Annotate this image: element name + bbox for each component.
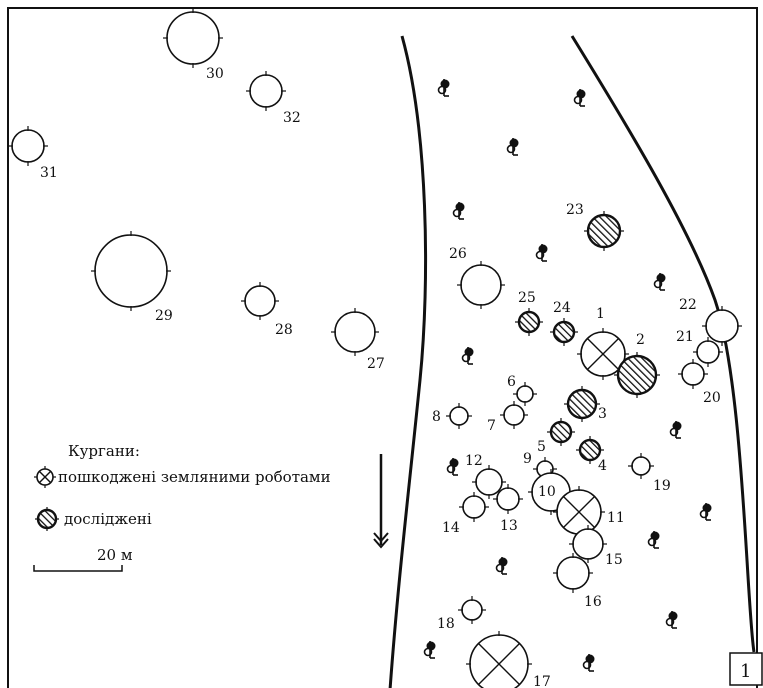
mound-13 [493,484,523,514]
mound-label-31: 31 [40,165,58,181]
legend-excavated-symbol [35,507,59,531]
legend-title: Кургани: [68,442,140,460]
mound-label-19: 19 [653,478,671,494]
tree-icon [573,89,586,107]
mound-label-22: 22 [679,297,697,313]
mound-label-28: 28 [275,322,293,338]
mound-label-3: 3 [598,406,607,422]
map-frame [7,7,758,688]
tree-icon [452,202,465,220]
boundary-line-right [570,35,756,653]
mound-label-12: 12 [465,453,483,469]
mound-label-6: 6 [507,374,516,390]
mound-25 [515,308,543,336]
mound-label-32: 32 [283,110,301,126]
mound-label-8: 8 [432,409,441,425]
mound-label-23: 23 [566,202,584,218]
mound-label-29: 29 [155,308,173,324]
mound-label-17: 17 [533,674,551,688]
tree-icon [582,654,595,672]
mound-label-21: 21 [676,329,694,345]
mound-label-15: 15 [605,552,623,568]
mound-22 [702,306,742,346]
mound-label-11: 11 [607,510,625,526]
mound-label-13: 13 [500,518,518,534]
mound-label-20: 20 [703,390,721,406]
tree-icon [647,531,660,549]
mound-label-27: 27 [367,356,385,372]
mound-31 [8,126,48,166]
tree-icon [446,458,459,476]
mounds-layer [8,8,742,688]
tree-icon [653,273,666,291]
boundary-line-left [388,35,428,688]
mound-18 [458,596,486,624]
tree-icon [669,421,682,439]
mound-14 [459,492,489,522]
tree-icon [506,138,519,156]
mound-27 [331,308,379,356]
tree-icon [665,611,678,629]
mound-3 [564,386,600,422]
mound-label-10: 10 [538,484,556,500]
mound-label-7: 7 [487,418,496,434]
mound-label-5: 5 [537,439,546,455]
mound-label-18: 18 [437,616,455,632]
mound-label-16: 16 [584,594,602,610]
tree-icon [699,503,712,521]
mound-labels-layer: 1234567891011121314151617181920212223242… [40,66,721,688]
mound-label-24: 24 [553,300,571,316]
scale-bar: 20 м [33,546,133,572]
mound-16 [553,553,593,593]
tree-icon [535,244,548,262]
mound-15 [569,525,607,563]
mound-label-2: 2 [636,332,645,348]
map-number-box: 1 [729,652,763,686]
mound-5 [547,418,575,446]
mound-20 [678,359,708,389]
mound-26 [457,261,505,309]
legend: Кургани: пошкоджені земляними роботами д… [34,442,331,531]
north-arrow-icon [373,454,389,549]
mound-label-9: 9 [523,451,532,467]
mound-label-30: 30 [206,66,224,82]
mound-17 [466,631,532,688]
mound-19 [628,453,654,479]
map-number: 1 [740,661,751,682]
tree-icon [423,641,436,659]
mound-28 [241,282,279,320]
mound-7 [500,401,528,429]
mound-label-4: 4 [598,458,607,474]
mound-label-25: 25 [518,290,536,306]
trees-layer [423,79,712,672]
mound-1 [577,328,629,380]
mound-2 [614,352,660,398]
mound-11 [553,486,605,538]
mound-21 [693,337,723,367]
mound-24 [550,318,578,346]
scale-label: 20 м [97,546,133,564]
legend-damaged-label: пошкоджені земляними роботами [58,468,331,486]
tree-icon [495,557,508,575]
tree-icon [461,347,474,365]
mound-label-14: 14 [442,520,460,536]
mound-label-1: 1 [596,306,605,322]
mound-4 [576,436,604,464]
mound-12 [472,465,506,499]
mound-8 [446,403,472,429]
mound-29 [91,231,171,311]
legend-damaged-symbol [34,466,56,488]
mound-32 [246,71,286,111]
legend-excavated-label: досліджені [64,510,152,528]
mound-30 [163,8,223,68]
tree-icon [437,79,450,97]
mound-23 [584,211,624,251]
mound-6 [513,382,537,406]
mound-label-26: 26 [449,246,467,262]
